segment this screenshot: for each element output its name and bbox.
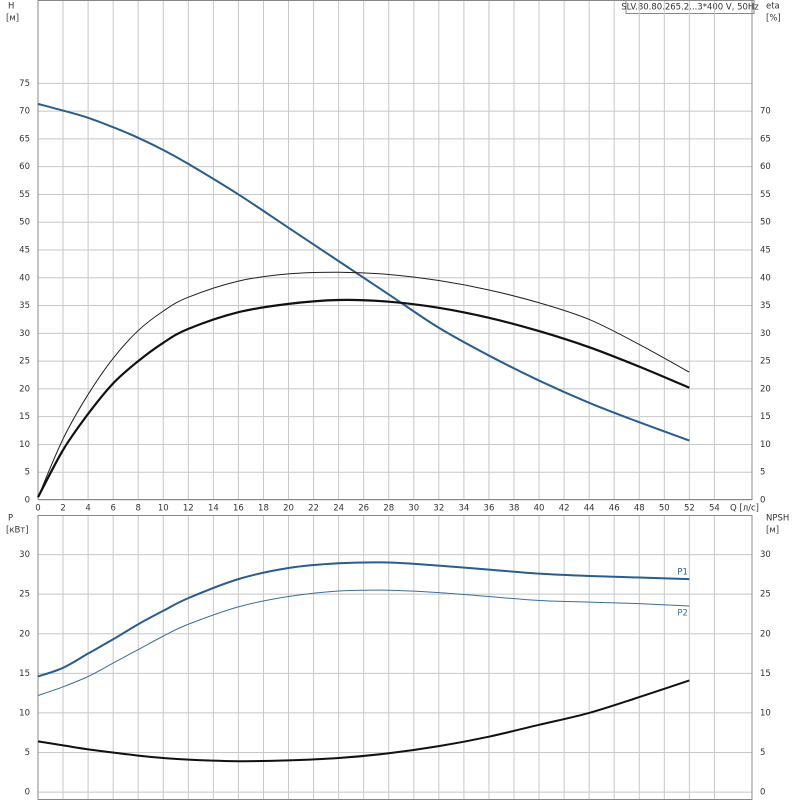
x-tick-label: 38: [509, 504, 520, 514]
x-tick-label: 32: [433, 504, 444, 514]
y-tick-label: 60: [19, 162, 30, 172]
y2-tick-label: 50: [760, 218, 771, 228]
x-tick-label: 26: [358, 504, 369, 514]
y-tick-label: 40: [19, 273, 30, 283]
curve: [37, 102, 690, 442]
y-tick-label: 45: [19, 246, 30, 256]
y-tick-label: 30: [19, 550, 30, 560]
x-tick-label: 46: [609, 504, 620, 514]
y2-tick-label: 0: [760, 496, 765, 506]
y-tick-label: 20: [19, 629, 30, 639]
y-tick-label: 0: [25, 788, 30, 798]
y-tick-label: 30: [19, 329, 30, 339]
curve: [37, 561, 690, 678]
y-tick-label: 20: [19, 384, 30, 394]
x-tick-label: 50: [659, 504, 670, 514]
y2-tick-label: 20: [760, 384, 771, 394]
y-tick-label: 5: [25, 468, 30, 478]
x-tick-label: 30: [408, 504, 419, 514]
y2-tick-label: 0: [760, 788, 765, 798]
y2-axis-unit: [м]: [766, 526, 779, 536]
series-label: P2: [677, 609, 688, 619]
x-tick-label: 16: [233, 504, 244, 514]
x-tick-label: 12: [183, 504, 194, 514]
curve: [37, 589, 690, 696]
x-tick-label: 14: [208, 504, 219, 514]
x-tick-label: 24: [333, 504, 344, 514]
x-tick-label: 36: [484, 504, 495, 514]
y2-tick-label: 65: [760, 134, 771, 144]
y-axis-label: H: [8, 2, 14, 12]
y2-tick-label: 10: [760, 708, 771, 718]
y2-tick-label: 60: [760, 162, 771, 172]
x-tick-label: 0: [35, 504, 40, 514]
curve: [37, 271, 690, 498]
y2-tick-label: 70: [760, 107, 771, 117]
y2-axis-unit: [%]: [766, 14, 781, 24]
x-tick-label: 20: [283, 504, 294, 514]
x-tick-label: 54: [709, 504, 720, 514]
y-tick-label: 70: [19, 107, 30, 117]
y2-tick-label: 40: [760, 273, 771, 283]
x-tick-label: 2: [60, 504, 65, 514]
y2-tick-label: 5: [760, 468, 765, 478]
x-tick-label: 22: [308, 504, 319, 514]
x-tick-label: 44: [584, 504, 595, 514]
x-tick-label: 10: [158, 504, 169, 514]
y2-tick-label: 15: [760, 412, 771, 422]
y-axis-unit: [м]: [6, 14, 19, 24]
y-tick-label: 15: [19, 669, 30, 679]
y-tick-label: 75: [19, 79, 30, 89]
y-tick-label: 15: [19, 412, 30, 422]
y2-tick-label: 10: [760, 440, 771, 450]
y-tick-label: 10: [19, 440, 30, 450]
y-tick-label: 25: [19, 590, 30, 600]
y-tick-label: 5: [25, 748, 30, 758]
series-label: P1: [677, 568, 688, 578]
x-tick-label: 28: [383, 504, 394, 514]
y2-tick-label: 15: [760, 669, 771, 679]
x-tick-label: 42: [559, 504, 570, 514]
x-tick-label: 52: [684, 504, 695, 514]
y2-tick-label: 5: [760, 748, 765, 758]
x-tick-label: 8: [135, 504, 140, 514]
y2-tick-label: 25: [760, 357, 771, 367]
y-axis-unit: [кВт]: [6, 526, 29, 536]
y2-axis-label: NPSH: [766, 514, 789, 524]
plot-frame: [37, 0, 753, 500]
x-axis-label: Q [л/с]: [730, 504, 759, 514]
x-tick-label: 40: [534, 504, 545, 514]
y2-tick-label: 55: [760, 190, 771, 200]
y2-tick-label: 35: [760, 301, 771, 311]
x-tick-label: 34: [458, 504, 469, 514]
y2-tick-label: 30: [760, 550, 771, 560]
y2-tick-label: 25: [760, 590, 771, 600]
y-tick-label: 10: [19, 708, 30, 718]
y2-tick-label: 45: [760, 246, 771, 256]
y2-tick-label: 20: [760, 629, 771, 639]
x-tick-label: 18: [258, 504, 269, 514]
x-tick-label: 6: [110, 504, 115, 514]
y-tick-label: 35: [19, 301, 30, 311]
curve: [37, 298, 690, 498]
y-axis-label: P: [8, 514, 13, 524]
y-tick-label: 65: [19, 134, 30, 144]
curve: [37, 679, 690, 763]
y-tick-label: 55: [19, 190, 30, 200]
y-tick-label: 50: [19, 218, 30, 228]
annotation: SLV.80.80.265.2...3*400 V, 50Hz: [621, 3, 759, 13]
y2-tick-label: 30: [760, 329, 771, 339]
x-tick-label: 4: [85, 504, 90, 514]
y-tick-label: 25: [19, 357, 30, 367]
y2-axis-label: eta: [766, 2, 780, 12]
y-tick-label: 0: [25, 496, 30, 506]
x-tick-label: 48: [634, 504, 645, 514]
